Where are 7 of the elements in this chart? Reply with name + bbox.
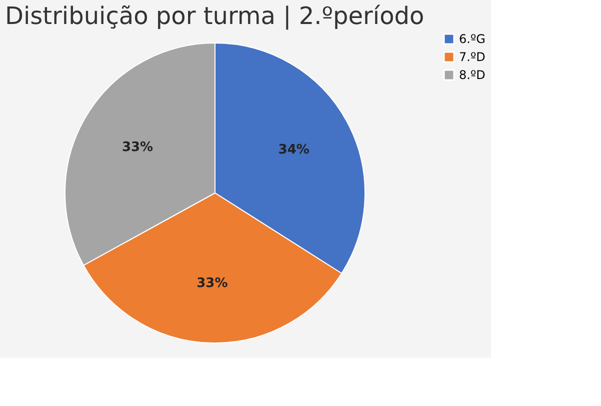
data-label: 34% — [278, 142, 310, 158]
legend-label: 6.ºG — [459, 32, 486, 46]
data-label: 33% — [122, 140, 154, 156]
data-label: 33% — [196, 276, 228, 291]
chart-title: Distribuição por turma | 2.ºperíodo — [5, 2, 424, 30]
legend-label: 8.ºD — [459, 68, 486, 82]
legend-label: 7.ºD — [459, 50, 486, 64]
